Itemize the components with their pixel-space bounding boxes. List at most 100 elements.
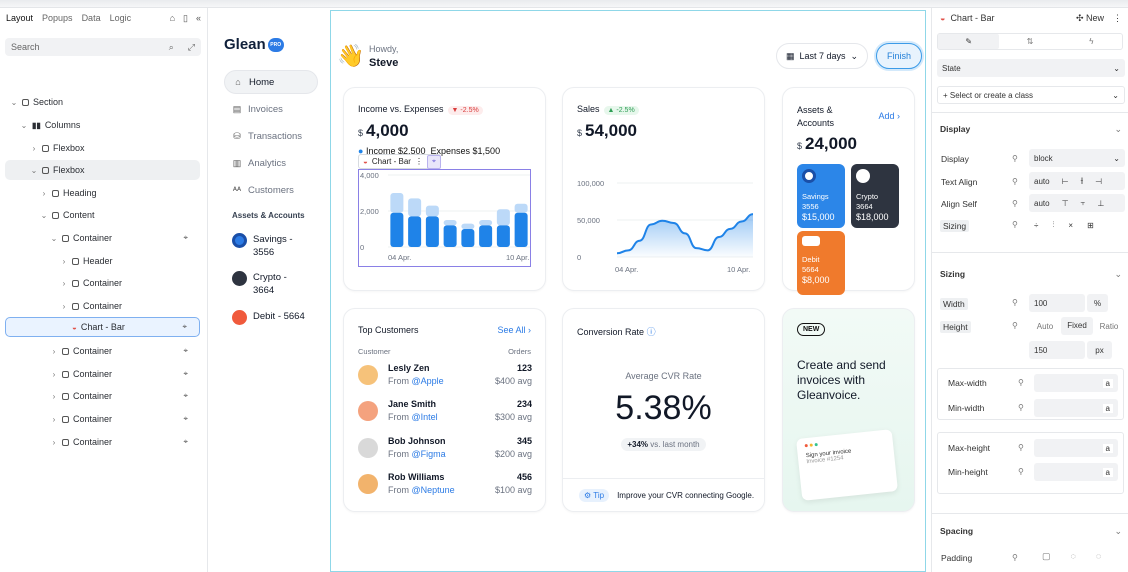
chevron-right-icon[interactable]: ›: [42, 188, 46, 198]
align-start-icon[interactable]: ⊤: [1061, 198, 1069, 208]
nav-account-savings[interactable]: Savings -3556: [232, 233, 293, 259]
chevron-right-icon[interactable]: ›: [52, 369, 56, 379]
link-icon[interactable]: ⚲: [1018, 443, 1024, 452]
align-middle-icon[interactable]: ⫟: [1080, 198, 1086, 207]
customer-row[interactable]: Rob Williams From @Neptune 456 $100 avg: [358, 470, 532, 504]
tree-item-container[interactable]: › Container ⌖: [5, 364, 200, 384]
chevron-down-icon[interactable]: ⌄: [1114, 124, 1122, 134]
finish-button[interactable]: Finish: [876, 43, 922, 69]
layers-search[interactable]: Search ⌕ ⤢: [5, 38, 201, 56]
link-icon[interactable]: ⚲: [1012, 220, 1018, 229]
link-icon[interactable]: ⚲: [1012, 199, 1018, 208]
width-input[interactable]: 100: [1029, 294, 1085, 312]
height-ratio[interactable]: Ratio: [1099, 321, 1119, 331]
tree-item-section[interactable]: ⌄ Section: [5, 92, 200, 112]
date-range-select[interactable]: ▦ Last 7 days ⌄: [776, 43, 868, 69]
savings-account-card[interactable]: Savings 3556 $15,000: [797, 164, 845, 228]
chevron-down-icon[interactable]: ⌄: [20, 120, 28, 130]
chevron-down-icon[interactable]: ⌄: [40, 210, 48, 220]
expand-icon[interactable]: ⤢: [187, 41, 195, 52]
height-auto[interactable]: Auto: [1036, 321, 1054, 331]
padding-all-icon[interactable]: ▢: [1042, 551, 1051, 561]
more-icon[interactable]: ⋮: [1113, 13, 1122, 23]
padding-each-icon[interactable]: ◌: [1095, 551, 1102, 561]
class-select[interactable]: + Select or create a class ⌄: [937, 86, 1125, 104]
chevron-down-icon[interactable]: ⌄: [50, 233, 58, 243]
pin-icon[interactable]: ⌖: [183, 437, 188, 446]
customer-row[interactable]: Lesly Zen From @Apple 123 $400 avg: [358, 361, 532, 395]
chevron-right-icon[interactable]: ›: [52, 437, 56, 447]
padding-xy-icon[interactable]: ◌: [1070, 551, 1076, 561]
chevron-right-icon[interactable]: ›: [52, 346, 56, 356]
pin-icon[interactable]: ⌖: [183, 369, 188, 378]
tree-item-header[interactable]: › Header: [5, 251, 200, 271]
interactions-tab-icon[interactable]: ϟ: [1089, 37, 1094, 46]
chevron-right-icon[interactable]: ›: [62, 301, 66, 311]
tab-popups[interactable]: Popups: [42, 13, 73, 23]
more-icon[interactable]: ⋮: [414, 157, 423, 166]
tree-item-content[interactable]: ⌄ Content: [5, 205, 200, 225]
tree-item-container[interactable]: › Container ⌖: [5, 409, 200, 429]
chevron-right-icon[interactable]: ›: [32, 143, 36, 153]
chevron-right-icon[interactable]: ›: [52, 391, 56, 401]
width-unit[interactable]: %: [1087, 294, 1108, 312]
tree-item-flexbox[interactable]: ⌄ Flexbox: [5, 160, 200, 180]
section-sizing[interactable]: Sizing: [940, 269, 966, 279]
tree-item-container[interactable]: › Container: [5, 273, 200, 293]
max-height-input[interactable]: a: [1034, 439, 1118, 457]
chevron-right-icon[interactable]: ›: [62, 278, 66, 288]
customer-row[interactable]: Jane Smith From @Intel 234 $300 avg: [358, 397, 532, 431]
nav-item-transactions[interactable]: ⛁ Transactions: [233, 130, 303, 142]
tree-item-heading[interactable]: › Heading: [5, 183, 200, 203]
see-all-link[interactable]: See All ›: [497, 325, 531, 335]
debit-account-card[interactable]: Debit 5664 $8,000: [797, 231, 845, 295]
crypto-account-card[interactable]: Crypto 3664 $18,000: [851, 164, 899, 228]
height-unit[interactable]: px: [1087, 341, 1112, 359]
chevron-down-icon[interactable]: ⌄: [1114, 269, 1122, 279]
chevron-right-icon[interactable]: ›: [52, 414, 56, 424]
nav-account-debit[interactable]: Debit - 5664: [232, 310, 305, 325]
link-icon[interactable]: ⚲: [1018, 467, 1024, 476]
chevron-down-icon[interactable]: ⌄: [1114, 526, 1122, 536]
tree-item-flexbox[interactable]: › Flexbox: [5, 138, 200, 158]
pin-icon[interactable]: ⌖: [182, 322, 187, 331]
pin-icon[interactable]: ⌖: [183, 391, 188, 400]
design-canvas[interactable]: 👋 Howdy, Steve ▦ Last 7 days ⌄ Finish Inco…: [330, 10, 926, 572]
tree-item-container[interactable]: › Container: [5, 296, 200, 316]
tree-item-container[interactable]: › Container ⌖: [5, 386, 200, 406]
align-center-icon[interactable]: ⫲: [1080, 176, 1084, 185]
display-select[interactable]: block ⌄: [1029, 149, 1125, 167]
info-icon[interactable]: ⓘ: [646, 327, 656, 337]
panel-icon[interactable]: ▯: [183, 12, 188, 23]
tab-data[interactable]: Data: [81, 13, 101, 23]
nav-item-customers[interactable]: ᴬᴬ Customers: [232, 184, 294, 196]
pin-icon[interactable]: ⌖: [183, 414, 188, 423]
min-width-input[interactable]: a: [1034, 399, 1118, 417]
align-right-icon[interactable]: ⊣: [1095, 176, 1103, 186]
promo-card[interactable]: NEW Create and send invoices with Gleanv…: [782, 308, 915, 512]
link-icon[interactable]: ⚲: [1012, 553, 1018, 562]
customer-row[interactable]: Bob Johnson From @Figma 345 $200 avg: [358, 434, 532, 468]
tip-bar[interactable]: ⚙ Tip Improve your CVR connecting Google.: [563, 478, 764, 511]
nav-account-crypto[interactable]: Crypto -3664: [232, 271, 287, 297]
settings-tab-icon[interactable]: ⇅: [1026, 37, 1034, 46]
tab-layout[interactable]: Layout: [6, 13, 34, 23]
tree-item-container[interactable]: ⌄ Container ⌖: [5, 228, 200, 248]
chevron-down-icon[interactable]: ⌄: [30, 165, 38, 175]
link-icon[interactable]: ⚲: [1012, 177, 1018, 186]
fill-icon[interactable]: ⫶: [1052, 220, 1055, 229]
nav-item-invoices[interactable]: ▤ Invoices: [232, 103, 283, 115]
text-align-control[interactable]: auto ⊢ ⫲ ⊣: [1029, 172, 1125, 190]
state-select[interactable]: State ⌄: [937, 59, 1125, 77]
tree-item-chart-bar[interactable]: ◒ Chart - Bar ⌖: [5, 317, 200, 337]
tree-item-container[interactable]: › Container ⌖: [5, 432, 200, 452]
link-icon[interactable]: ⚲: [1018, 403, 1024, 412]
nav-item-home[interactable]: ⌂ Home: [224, 70, 318, 94]
link-icon[interactable]: ⚲: [1012, 154, 1018, 163]
pin-icon[interactable]: ⌖: [426, 154, 441, 169]
height-input[interactable]: 150: [1029, 341, 1085, 359]
nav-item-analytics[interactable]: ▥ Analytics: [232, 157, 287, 169]
chevron-down-icon[interactable]: ⌄: [10, 97, 18, 107]
tree-item-container[interactable]: › Container ⌖: [5, 341, 200, 361]
new-button[interactable]: ✣ New: [1075, 13, 1104, 23]
